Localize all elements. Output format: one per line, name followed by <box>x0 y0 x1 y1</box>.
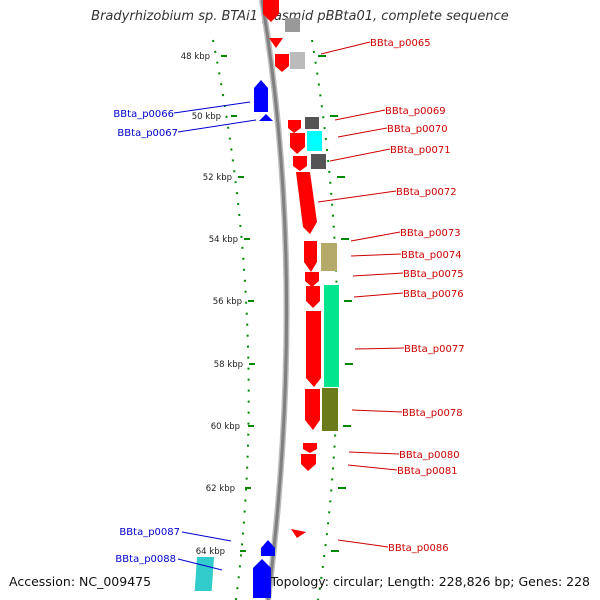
leader-line <box>334 109 386 121</box>
gene-label: BBta_p0073 <box>400 228 461 239</box>
gene-arrow <box>269 38 283 48</box>
feature-block <box>322 388 338 431</box>
scale-label: 58 kbp <box>214 360 243 370</box>
gene-label: BBta_p0069 <box>385 106 446 117</box>
gene-label: BBta_p0076 <box>403 289 464 300</box>
gene-label: BBta_p0078 <box>402 408 463 419</box>
leader-line <box>320 41 371 55</box>
gene-arrow <box>288 120 301 133</box>
leader-line <box>181 531 232 542</box>
gene-arrow <box>291 529 306 538</box>
gene-label: BBta_p0065 <box>370 38 431 49</box>
leader-line <box>354 347 405 350</box>
feature-block <box>194 557 215 591</box>
feature-block <box>307 131 322 151</box>
inner-tick-ring <box>212 39 250 600</box>
leader-line <box>350 231 401 242</box>
gene-label: BBta_p0067 <box>117 128 178 139</box>
accession-label: Accession: NC_009475 <box>9 574 152 589</box>
gene-label: BBta_p0074 <box>401 250 462 261</box>
gene-label: BBta_p0070 <box>387 124 448 135</box>
gene-arrow <box>293 156 307 171</box>
scale-label: 62 kbp <box>206 484 235 494</box>
scale-major-ticks <box>221 55 255 552</box>
gene-arrow <box>254 80 268 112</box>
gene-arrow <box>305 389 320 430</box>
feature-block <box>321 243 337 271</box>
gene-arrow <box>304 241 317 272</box>
topology-label: Topology: circular; Length: 228,826 bp; … <box>270 574 591 589</box>
scale-label: 52 kbp <box>203 173 232 183</box>
gene-label: BBta_p0088 <box>115 554 176 565</box>
gene-arrow <box>259 114 273 121</box>
feature-block <box>290 52 305 69</box>
leader-line <box>317 190 397 203</box>
leader-line <box>177 119 257 133</box>
scale-label: 54 kbp <box>209 235 238 245</box>
leader-line <box>337 127 388 138</box>
other-forward-features <box>285 18 339 431</box>
gene-arrow <box>275 54 289 72</box>
gene-arrow <box>306 311 321 387</box>
feature-block <box>305 117 319 129</box>
gene-arrow <box>290 133 305 154</box>
gene-arrow <box>303 443 317 453</box>
leader-line <box>353 292 404 298</box>
gene-arrow <box>305 272 319 287</box>
leader-line <box>348 451 400 455</box>
gene-label: BBta_p0087 <box>119 527 180 538</box>
leader-line <box>173 101 251 114</box>
scale-label: 56 kbp <box>213 297 242 307</box>
leader-line <box>177 558 223 571</box>
gene-arrow <box>263 0 279 22</box>
feature-block <box>324 285 339 387</box>
scale-label: 60 kbp <box>211 422 240 432</box>
leader-line <box>347 464 398 471</box>
gene-arrow <box>306 286 320 308</box>
leader-lines <box>173 41 405 571</box>
map-title: Bradyrhizobium sp. BTAi1 plasmid pBBta01… <box>91 9 509 24</box>
forward-strand-features <box>263 0 321 538</box>
gene-arrow <box>261 540 275 556</box>
leader-line <box>352 272 404 277</box>
gene-label: BBta_p0077 <box>404 344 465 355</box>
gene-label: BBta_p0072 <box>396 187 457 198</box>
gene-label: BBta_p0081 <box>397 466 458 477</box>
gene-label: BBta_p0071 <box>390 145 451 156</box>
feature-block <box>285 18 300 32</box>
scale-label: 64 kbp <box>196 547 225 557</box>
gene-label: BBta_p0066 <box>113 109 174 120</box>
gene-label: BBta_p0080 <box>399 450 460 461</box>
leader-line <box>351 409 403 413</box>
gene-label: BBta_p0086 <box>388 543 449 554</box>
backbone <box>260 0 289 600</box>
scale-label: 48 kbp <box>181 52 210 62</box>
gene-label: BBta_p0075 <box>403 269 464 280</box>
gene-arrow <box>253 559 271 598</box>
gene-arrow <box>301 454 316 471</box>
leader-line <box>350 253 402 257</box>
leader-line <box>337 539 389 548</box>
reverse-strand-features <box>194 80 275 598</box>
feature-block <box>311 154 326 169</box>
outer-major-ticks <box>318 55 353 552</box>
scale-label: 50 kbp <box>192 112 221 122</box>
leader-line <box>329 148 391 162</box>
gene-arrow <box>296 172 317 234</box>
